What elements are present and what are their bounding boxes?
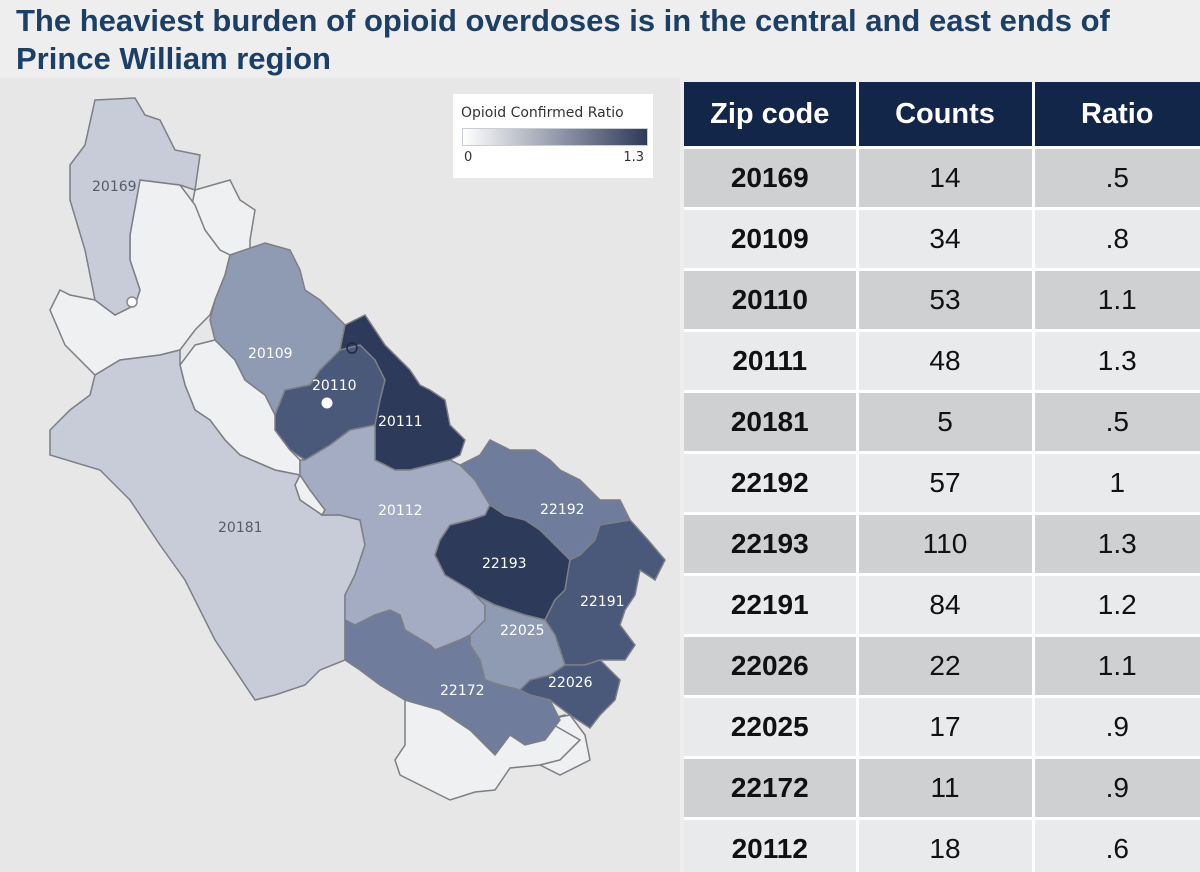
- cell-zip-code: 20109: [684, 208, 859, 271]
- map-label-20112: 20112: [378, 503, 423, 519]
- cell-zip-code: 20112: [684, 818, 859, 872]
- header-zip-code[interactable]: Zip code: [684, 82, 859, 149]
- header-counts[interactable]: Counts: [857, 82, 1035, 149]
- cell-counts: 57: [857, 452, 1035, 515]
- cell-ratio: .9: [1033, 696, 1200, 759]
- map-legend: Opioid Confirmed Ratio 0 1.3: [453, 94, 653, 178]
- table-row: 20109 34 .8: [684, 208, 1200, 271]
- table-row: 22193 110 1.3: [684, 513, 1200, 576]
- table-row: 20169 14 .5: [684, 147, 1200, 210]
- map-label-22193: 22193: [482, 556, 527, 572]
- legend-min-value: 0: [464, 150, 473, 165]
- header-ratio[interactable]: Ratio: [1033, 82, 1200, 149]
- choropleth-map[interactable]: 20169 20109 20110 20111 20181 20112 2219…: [0, 78, 680, 872]
- cell-ratio: .9: [1033, 757, 1200, 820]
- region-20169[interactable]: [69, 97, 201, 316]
- cell-counts: 14: [857, 147, 1035, 210]
- table-row: 20181 5 .5: [684, 391, 1200, 454]
- legend-title: Opioid Confirmed Ratio: [461, 105, 624, 121]
- region-outside-southeast: [537, 714, 591, 776]
- cell-counts: 5: [857, 391, 1035, 454]
- table-row: 22026 22 1.1: [684, 635, 1200, 698]
- cell-counts: 34: [857, 208, 1035, 271]
- table-row: 20111 48 1.3: [684, 330, 1200, 393]
- cell-counts: 53: [857, 269, 1035, 332]
- cell-ratio: 1.2: [1033, 574, 1200, 637]
- cell-zip-code: 20110: [684, 269, 859, 332]
- cell-counts: 110: [857, 513, 1035, 576]
- cell-ratio: 1.3: [1033, 513, 1200, 576]
- table-row: 20110 53 1.1: [684, 269, 1200, 332]
- map-marker-north: [126, 296, 138, 308]
- cell-ratio: .5: [1033, 147, 1200, 210]
- cell-zip-code: 20111: [684, 330, 859, 393]
- map-label-22172: 22172: [440, 683, 485, 699]
- map-label-20181: 20181: [218, 520, 263, 536]
- cell-counts: 11: [857, 757, 1035, 820]
- map-label-20111: 20111: [378, 414, 423, 430]
- cell-zip-code: 22192: [684, 452, 859, 515]
- cell-zip-code: 20169: [684, 147, 859, 210]
- cell-ratio: 1.1: [1033, 635, 1200, 698]
- page-title: The heaviest burden of opioid overdoses …: [16, 3, 1110, 76]
- cell-zip-code: 22193: [684, 513, 859, 576]
- map-marker-20110: [321, 397, 333, 409]
- cell-counts: 17: [857, 696, 1035, 759]
- region-22172[interactable]: [344, 609, 561, 757]
- map-label-20169: 20169: [92, 179, 137, 195]
- region-22026[interactable]: [518, 659, 621, 730]
- cell-ratio: 1.1: [1033, 269, 1200, 332]
- legend-color-ramp: [462, 128, 648, 146]
- cell-zip-code: 22172: [684, 757, 859, 820]
- table-row: 22172 11 .9: [684, 757, 1200, 820]
- legend-max-value: 1.3: [623, 150, 644, 165]
- cell-ratio: .8: [1033, 208, 1200, 271]
- map-canvas[interactable]: 20169 20109 20110 20111 20181 20112 2219…: [0, 78, 680, 872]
- cell-counts: 18: [857, 818, 1035, 872]
- cell-zip-code: 22026: [684, 635, 859, 698]
- map-label-22192: 22192: [540, 502, 585, 518]
- table-row: 22025 17 .9: [684, 696, 1200, 759]
- cell-ratio: 1: [1033, 452, 1200, 515]
- cell-counts: 84: [857, 574, 1035, 637]
- cell-counts: 48: [857, 330, 1035, 393]
- table-row: 22191 84 1.2: [684, 574, 1200, 637]
- cell-zip-code: 22025: [684, 696, 859, 759]
- cell-ratio: .5: [1033, 391, 1200, 454]
- table-header-row: Zip code Counts Ratio: [684, 82, 1200, 149]
- map-label-20110: 20110: [312, 378, 357, 394]
- map-label-22025: 22025: [500, 623, 545, 639]
- cell-zip-code: 20181: [684, 391, 859, 454]
- table-row: 22192 57 1: [684, 452, 1200, 515]
- cell-counts: 22: [857, 635, 1035, 698]
- cell-ratio: 1.3: [1033, 330, 1200, 393]
- table-row: 20112 18 .6: [684, 818, 1200, 872]
- cell-ratio: .6: [1033, 818, 1200, 872]
- map-label-22191: 22191: [580, 594, 625, 610]
- map-label-20109: 20109: [248, 346, 293, 362]
- cell-zip-code: 22191: [684, 574, 859, 637]
- map-label-22026: 22026: [548, 675, 593, 691]
- zip-data-table: Zip code Counts Ratio 20169 14 .5 20109 …: [684, 82, 1200, 872]
- map-marker-20111: [346, 342, 358, 354]
